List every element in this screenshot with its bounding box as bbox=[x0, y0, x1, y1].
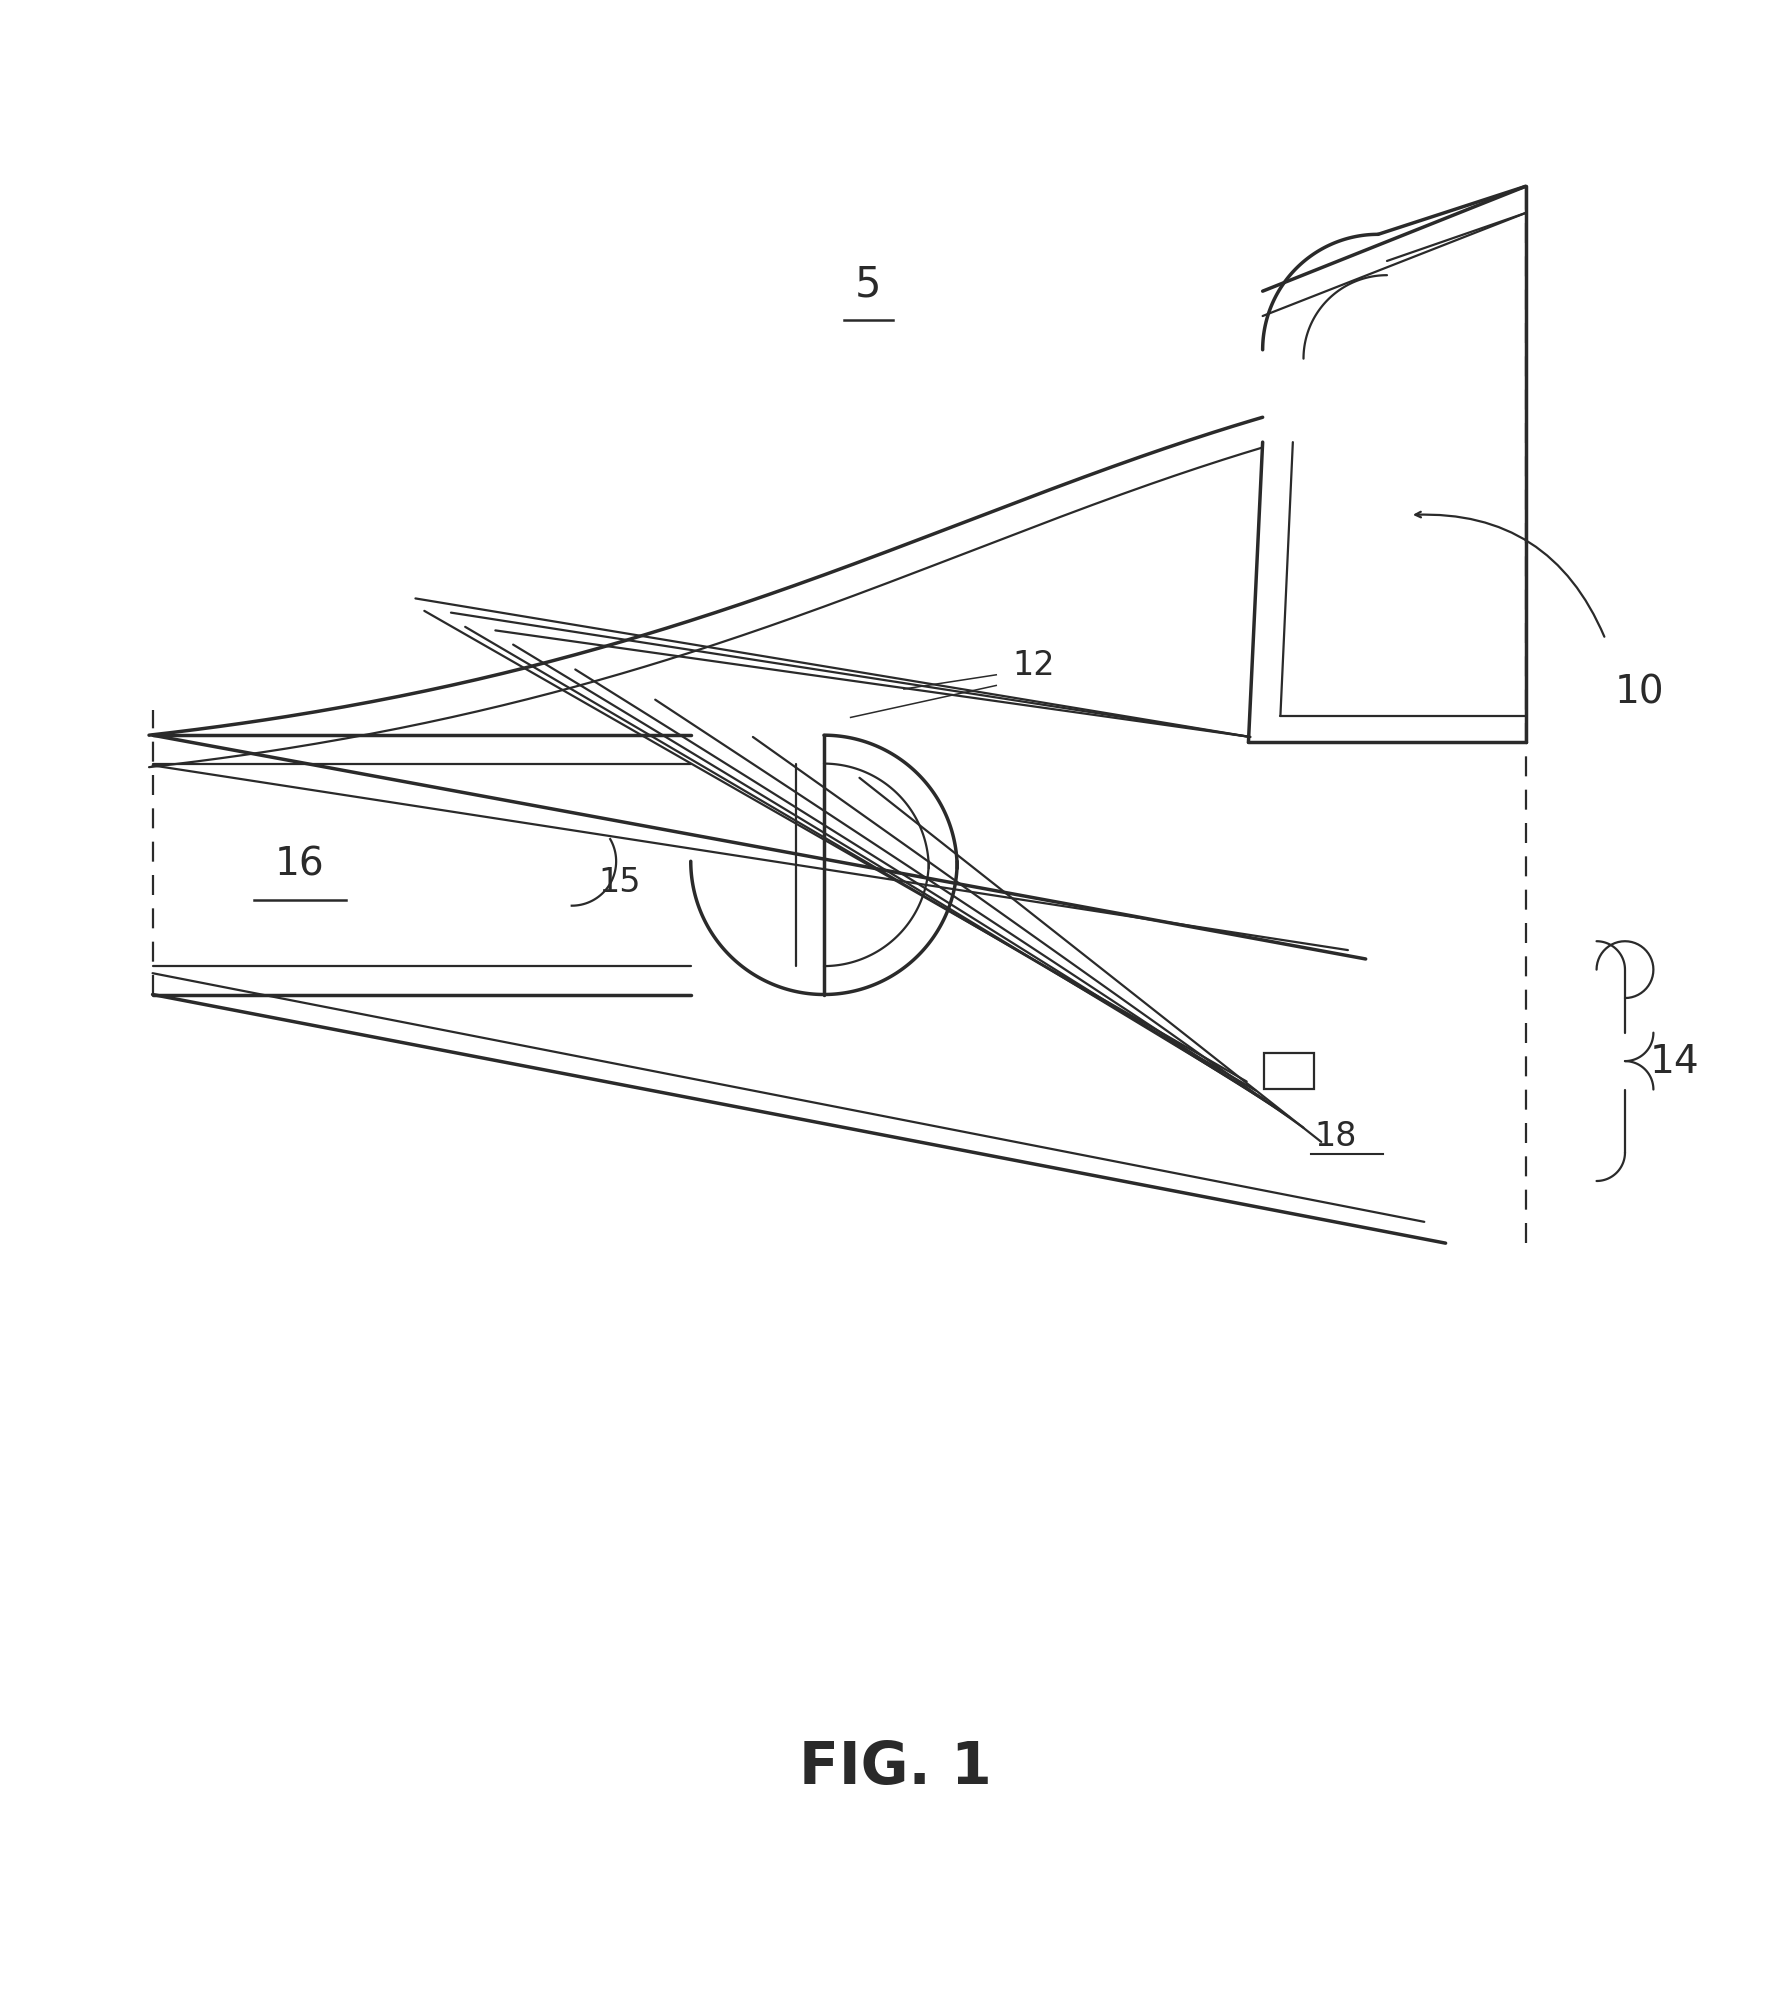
Text: 15: 15 bbox=[598, 865, 640, 899]
Text: FIG. 1: FIG. 1 bbox=[798, 1738, 991, 1796]
Text: 5: 5 bbox=[855, 263, 882, 304]
Text: 16: 16 bbox=[276, 845, 324, 883]
Text: 18: 18 bbox=[1313, 1120, 1356, 1154]
Bar bbox=[1263, 1052, 1313, 1088]
Text: 12: 12 bbox=[1011, 650, 1054, 682]
Text: 14: 14 bbox=[1649, 1042, 1698, 1080]
Text: 10: 10 bbox=[1614, 674, 1664, 712]
